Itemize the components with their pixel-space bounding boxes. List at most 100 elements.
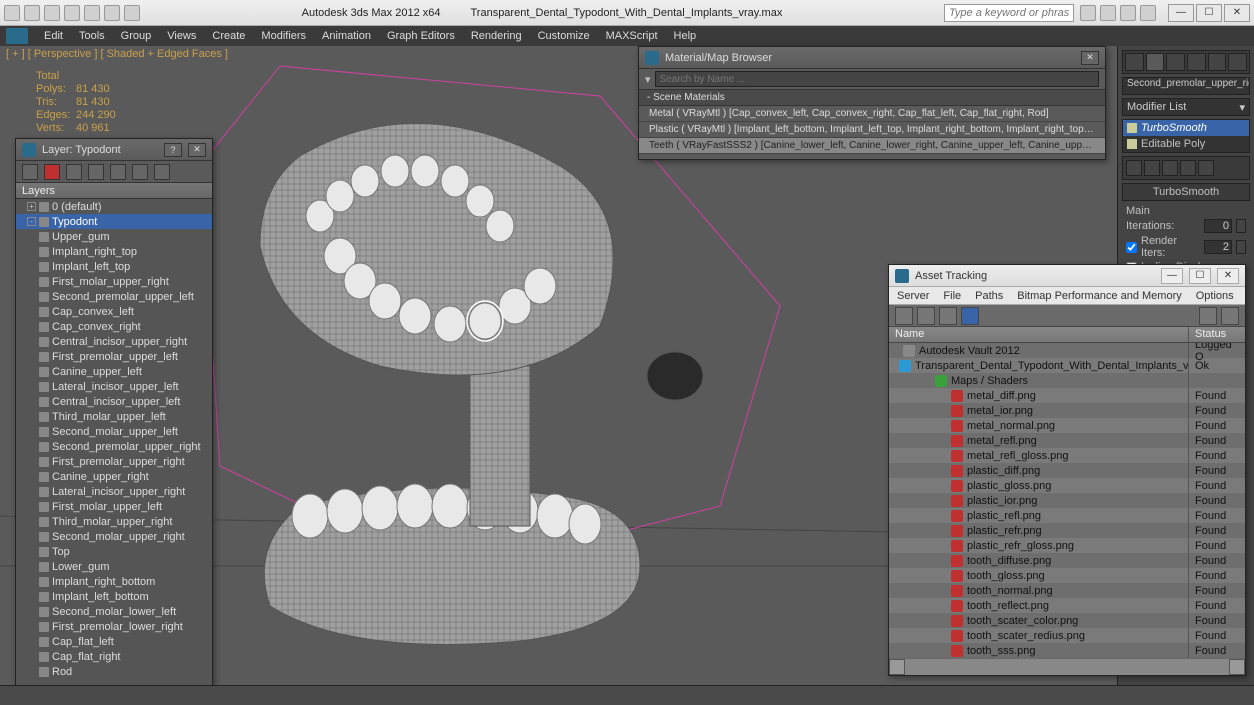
menu-edit[interactable]: Edit bbox=[36, 28, 71, 44]
asset-row[interactable]: tooth_diffuse.pngFound bbox=[889, 553, 1245, 568]
layer-row[interactable]: Lower_gum bbox=[16, 559, 212, 574]
render-iters-checkbox[interactable] bbox=[1126, 242, 1137, 253]
app-icon[interactable] bbox=[6, 28, 28, 44]
render-iters-spinner[interactable] bbox=[1236, 240, 1246, 254]
asset-menu-server[interactable]: Server bbox=[897, 290, 929, 302]
layer-row[interactable]: Implant_right_bottom bbox=[16, 574, 212, 589]
asset-row[interactable]: Transparent_Dental_Typodont_With_Dental_… bbox=[889, 358, 1245, 373]
help-search-input[interactable] bbox=[944, 4, 1074, 22]
asset-refresh-icon[interactable] bbox=[895, 307, 913, 325]
asset-row[interactable]: plastic_refl.pngFound bbox=[889, 508, 1245, 523]
material-browser-header[interactable]: Material/Map Browser ✕ bbox=[639, 47, 1105, 69]
help-icon[interactable] bbox=[1140, 5, 1156, 21]
maximize-button[interactable]: ☐ bbox=[1196, 4, 1222, 22]
material-list[interactable]: Metal ( VRayMtl ) [Cap_convex_left, Cap_… bbox=[639, 106, 1105, 154]
layer-row[interactable]: Canine_upper_right bbox=[16, 469, 212, 484]
asset-hscroll[interactable] bbox=[889, 659, 1245, 675]
layer-row[interactable]: -Typodont bbox=[16, 214, 212, 229]
subscription-icon[interactable] bbox=[1100, 5, 1116, 21]
qat-more-icon[interactable] bbox=[124, 5, 140, 21]
close-button[interactable]: ✕ bbox=[1224, 4, 1250, 22]
material-row[interactable]: Teeth ( VRayFastSSS2 ) [Canine_lower_lef… bbox=[639, 138, 1105, 154]
add-to-layer-icon[interactable] bbox=[66, 164, 82, 180]
scroll-right-icon[interactable] bbox=[1229, 659, 1245, 675]
layer-row[interactable]: Third_molar_upper_left bbox=[16, 409, 212, 424]
layer-row[interactable]: Canine_upper_left bbox=[16, 364, 212, 379]
layer-row[interactable]: Cap_convex_right bbox=[16, 319, 212, 334]
remove-modifier-icon[interactable] bbox=[1180, 160, 1196, 176]
menu-maxscript[interactable]: MAXScript bbox=[598, 28, 666, 44]
asset-menu-options[interactable]: Options bbox=[1196, 290, 1234, 302]
layer-row[interactable]: Second_molar_lower_left bbox=[16, 604, 212, 619]
asset-menu-bitmap-performance-and-memory[interactable]: Bitmap Performance and Memory bbox=[1017, 290, 1181, 302]
hide-unhide-icon[interactable] bbox=[132, 164, 148, 180]
minimize-button[interactable]: — bbox=[1168, 4, 1194, 22]
exchange-icon[interactable] bbox=[1120, 5, 1136, 21]
viewport-label[interactable]: [ + ] [ Perspective ] [ Shaded + Edged F… bbox=[6, 48, 228, 60]
object-name-field[interactable]: Second_premolar_upper_righ bbox=[1122, 77, 1250, 95]
asset-row[interactable]: metal_normal.pngFound bbox=[889, 418, 1245, 433]
iterations-value[interactable]: 0 bbox=[1204, 219, 1232, 233]
layer-row[interactable]: Third_molar_upper_right bbox=[16, 514, 212, 529]
material-search-input[interactable] bbox=[655, 71, 1099, 87]
menu-group[interactable]: Group bbox=[113, 28, 160, 44]
layer-row[interactable]: Implant_left_top bbox=[16, 259, 212, 274]
material-row[interactable]: Metal ( VRayMtl ) [Cap_convex_left, Cap_… bbox=[639, 106, 1105, 122]
qat-save-icon[interactable] bbox=[64, 5, 80, 21]
modifier-list-dropdown[interactable]: Modifier List ▾ bbox=[1122, 98, 1250, 116]
layer-row[interactable]: Central_incisor_upper_left bbox=[16, 394, 212, 409]
menu-animation[interactable]: Animation bbox=[314, 28, 379, 44]
asset-row[interactable]: Autodesk Vault 2012Logged O bbox=[889, 343, 1245, 358]
asset-panel-header[interactable]: Asset Tracking — ☐ ✕ bbox=[889, 265, 1245, 287]
expand-toggle-icon[interactable]: + bbox=[27, 202, 36, 211]
iterations-spinner[interactable] bbox=[1236, 219, 1246, 233]
asset-tool2-icon[interactable] bbox=[1221, 307, 1239, 325]
menu-rendering[interactable]: Rendering bbox=[463, 28, 530, 44]
pin-stack-icon[interactable] bbox=[1126, 160, 1142, 176]
asset-view1-icon[interactable] bbox=[917, 307, 935, 325]
tab-motion-icon[interactable] bbox=[1187, 53, 1206, 71]
asset-row[interactable]: plastic_gloss.pngFound bbox=[889, 478, 1245, 493]
asset-row[interactable]: plastic_refr.pngFound bbox=[889, 523, 1245, 538]
qat-new-icon[interactable] bbox=[24, 5, 40, 21]
layer-row[interactable]: First_premolar_upper_right bbox=[16, 454, 212, 469]
asset-row[interactable]: plastic_diff.pngFound bbox=[889, 463, 1245, 478]
highlight-select-icon[interactable] bbox=[110, 164, 126, 180]
configure-sets-icon[interactable] bbox=[1198, 160, 1214, 176]
qat-open-icon[interactable] bbox=[44, 5, 60, 21]
layer-row[interactable]: Top bbox=[16, 544, 212, 559]
asset-tool1-icon[interactable] bbox=[1199, 307, 1217, 325]
asset-row[interactable]: tooth_reflect.pngFound bbox=[889, 598, 1245, 613]
layer-row[interactable]: Second_molar_upper_right bbox=[16, 529, 212, 544]
asset-row[interactable]: tooth_scater_color.pngFound bbox=[889, 613, 1245, 628]
asset-col-name[interactable]: Name bbox=[889, 327, 1189, 342]
make-unique-icon[interactable] bbox=[1162, 160, 1178, 176]
menu-help[interactable]: Help bbox=[666, 28, 705, 44]
layer-column-header[interactable]: Layers bbox=[16, 183, 212, 199]
asset-row[interactable]: metal_refl_gloss.pngFound bbox=[889, 448, 1245, 463]
render-iters-value[interactable]: 2 bbox=[1204, 240, 1232, 254]
layer-row[interactable]: Implant_left_bottom bbox=[16, 589, 212, 604]
search-go-icon[interactable] bbox=[1080, 5, 1096, 21]
modifier-stack[interactable]: TurboSmoothEditable Poly bbox=[1122, 119, 1250, 153]
layer-panel-header[interactable]: Layer: Typodont ? ✕ bbox=[16, 139, 212, 161]
layer-row[interactable]: First_premolar_lower_right bbox=[16, 619, 212, 634]
layer-row[interactable]: Lateral_incisor_upper_left bbox=[16, 379, 212, 394]
asset-row[interactable]: tooth_gloss.pngFound bbox=[889, 568, 1245, 583]
tab-modify-icon[interactable] bbox=[1146, 53, 1165, 71]
layer-panel-help-button[interactable]: ? bbox=[164, 143, 182, 157]
asset-row[interactable]: tooth_scater_redius.pngFound bbox=[889, 628, 1245, 643]
tab-create-icon[interactable] bbox=[1125, 53, 1144, 71]
layer-row[interactable]: Central_incisor_upper_right bbox=[16, 334, 212, 349]
material-browser-close-button[interactable]: ✕ bbox=[1081, 51, 1099, 65]
stack-item[interactable]: TurboSmooth bbox=[1123, 120, 1249, 136]
asset-row[interactable]: Maps / Shaders bbox=[889, 373, 1245, 388]
material-options-icon[interactable]: ▾ bbox=[645, 73, 651, 86]
asset-row[interactable]: plastic_refr_gloss.pngFound bbox=[889, 538, 1245, 553]
new-layer-icon[interactable] bbox=[22, 164, 38, 180]
asset-menu-paths[interactable]: Paths bbox=[975, 290, 1003, 302]
layer-row[interactable]: Second_premolar_upper_left bbox=[16, 289, 212, 304]
select-highlight-icon[interactable] bbox=[88, 164, 104, 180]
stack-item[interactable]: Editable Poly bbox=[1123, 136, 1249, 152]
menu-views[interactable]: Views bbox=[159, 28, 204, 44]
